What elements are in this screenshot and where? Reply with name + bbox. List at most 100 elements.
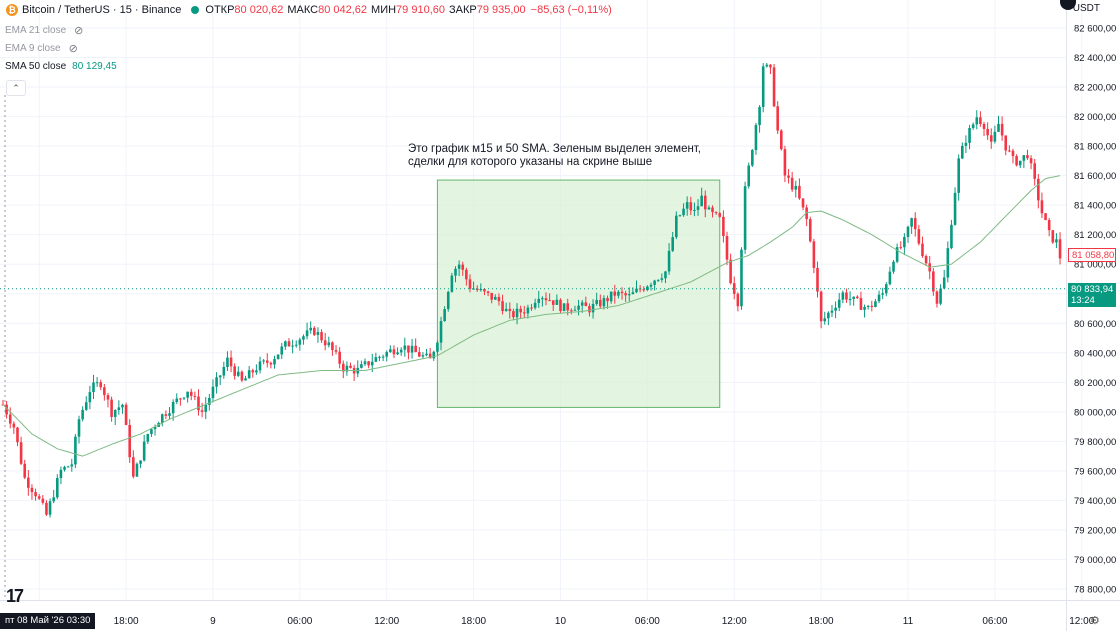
indicator-sma50[interactable]: SMA 50 close 80 129,45: [5, 61, 117, 72]
candle-body: [570, 310, 573, 312]
candle-body: [240, 371, 244, 381]
candle-body: [1004, 135, 1008, 151]
candle-body: [70, 464, 74, 467]
candle-body: [378, 356, 381, 358]
candle-body: [313, 327, 316, 335]
time-tick-label: 10: [555, 616, 567, 627]
indicator-label: EMA 21 close: [5, 25, 67, 36]
symbol-title[interactable]: Bitcoin / TetherUS · 15 · Binance: [22, 4, 182, 16]
currency-selector[interactable]: USDT: [1072, 3, 1100, 14]
candle-body: [175, 398, 179, 402]
candle-body: [580, 302, 584, 306]
candle-body: [135, 463, 139, 477]
candle-body: [160, 414, 164, 423]
candle-body: [696, 206, 700, 210]
candle-body: [443, 309, 446, 322]
indicator-label: EMA 9 close: [5, 43, 61, 54]
time-tick-label: 9: [210, 616, 216, 627]
candle-body: [139, 460, 142, 464]
candle-body: [870, 305, 874, 307]
time-tick-label: 18:00: [809, 616, 834, 627]
change-value: −85,63 (−0,11%): [530, 4, 612, 16]
indicator-ema21[interactable]: EMA 21 close ⊘: [5, 24, 83, 37]
candle-body: [450, 275, 454, 292]
candle-body: [251, 370, 255, 373]
high-label: МАКС: [287, 4, 319, 16]
annotation-text: Это график м15 и 50 SMA. Зеленым выделен…: [408, 143, 701, 168]
candle-body: [1029, 158, 1033, 164]
candle-body: [642, 289, 646, 291]
candle-body: [374, 357, 378, 362]
candle-body: [602, 298, 606, 307]
candle-body: [993, 131, 997, 142]
candle-body: [403, 345, 407, 350]
candle-body: [671, 237, 674, 251]
candle-body: [555, 299, 559, 305]
candle-body: [262, 360, 265, 362]
candle-body: [468, 279, 472, 289]
candle-body: [30, 487, 34, 493]
candle-body: [124, 404, 128, 425]
candle-body: [233, 366, 236, 376]
candle-body: [432, 351, 436, 359]
indicator-ema9[interactable]: EMA 9 close ⊘: [5, 42, 78, 55]
tradingview-logo[interactable]: 17: [6, 586, 24, 606]
candle-body: [986, 128, 989, 136]
price-tick-label: 82 000,00: [1074, 112, 1116, 123]
candle-body: [732, 283, 736, 294]
candle-body: [501, 301, 504, 312]
candle-body: [725, 236, 729, 260]
candle-body: [77, 419, 81, 437]
candle-body: [37, 496, 41, 499]
candle-body: [276, 354, 280, 360]
candle-body: [848, 298, 852, 300]
time-tick-label: 18:00: [114, 616, 139, 627]
candle-body: [1044, 213, 1047, 220]
eye-hidden-icon[interactable]: ⊘: [74, 25, 84, 37]
candle-body: [34, 492, 37, 497]
candle-body: [906, 226, 910, 238]
candle-body: [964, 142, 968, 146]
time-tick-label: 06:00: [982, 616, 1007, 627]
candle-body: [863, 306, 866, 310]
candle-body: [461, 264, 465, 270]
candle-body: [548, 300, 551, 302]
candle-body: [551, 300, 555, 305]
screenshot-button[interactable]: [1060, 0, 1076, 10]
candle-body: [1047, 219, 1051, 231]
candle-body: [682, 208, 685, 216]
candle-body: [19, 442, 23, 464]
candle-body: [968, 127, 971, 143]
candle-body: [81, 409, 84, 420]
candle-body: [515, 308, 519, 318]
candle-body: [490, 292, 493, 300]
candle-body: [678, 215, 682, 217]
price-tick-label: 81 200,00: [1074, 230, 1116, 241]
candle-body: [689, 202, 693, 211]
candle-body: [8, 414, 12, 424]
gear-icon[interactable]: ⚙: [1090, 615, 1100, 627]
candle-body: [776, 106, 779, 131]
candle-body: [910, 218, 913, 227]
candle-body: [780, 130, 783, 150]
time-tick-label: 12:00: [722, 616, 747, 627]
candle-body: [613, 291, 617, 296]
candle-body: [237, 371, 240, 376]
collapse-legend-button[interactable]: ⌃: [6, 80, 26, 96]
candle-body: [660, 278, 664, 280]
candle-body: [399, 349, 403, 353]
candle-body: [1011, 150, 1015, 157]
candle-body: [186, 391, 189, 398]
candle-body: [653, 280, 656, 285]
candle-body: [389, 349, 392, 353]
price-tick-label: 80 400,00: [1074, 348, 1116, 359]
candle-body: [338, 351, 341, 364]
candle-body: [392, 349, 396, 355]
price-tick-label: 82 600,00: [1074, 24, 1116, 35]
candle-body: [924, 256, 928, 264]
eye-hidden-icon[interactable]: ⊘: [68, 43, 78, 55]
candle-body: [48, 501, 52, 515]
candle-body: [92, 382, 95, 393]
candle-body: [903, 237, 906, 248]
